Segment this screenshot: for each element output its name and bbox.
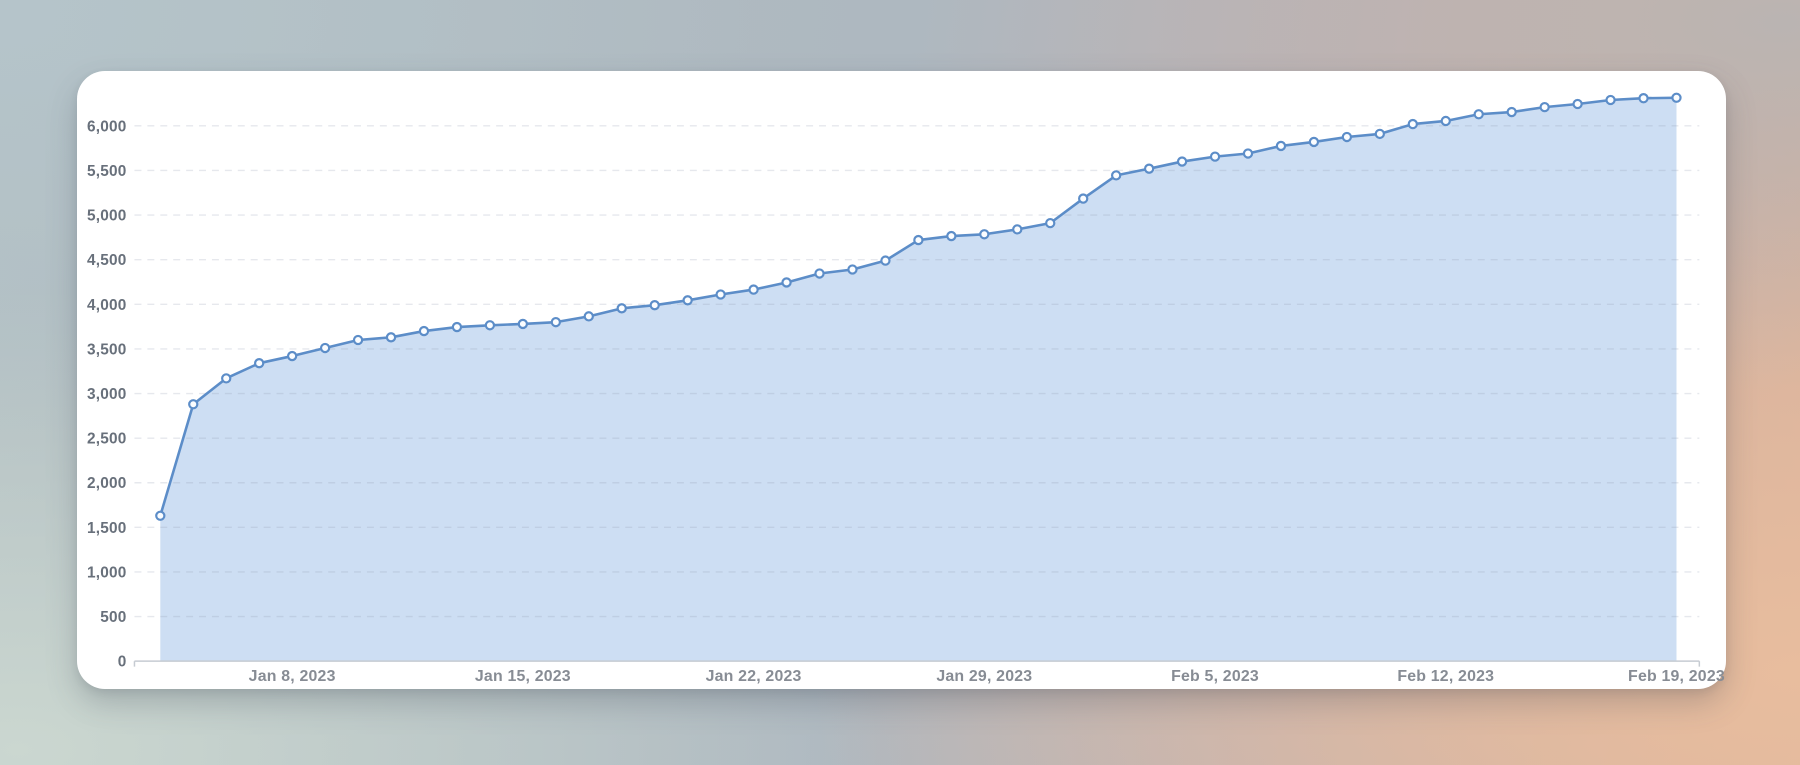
area-chart: 0 500 1,000 1,500 2,000 2,500 3,000 3,500 4,000 4…: [87, 92, 1725, 685]
data-point: [1275, 140, 1287, 152]
x-axis-tick-label: Feb 19, 2023: [1628, 668, 1725, 685]
x-axis-tick-label: Jan 29, 2023: [936, 668, 1032, 685]
y-axis-tick-label: 5,000: [87, 208, 127, 225]
chart-card: 0 500 1,000 1,500 2,000 2,500 3,000 3,500 4,000 4…: [77, 71, 1726, 689]
data-point: [715, 289, 726, 300]
data-point: [1374, 128, 1386, 140]
data-point: [352, 334, 364, 346]
data-point: [583, 311, 594, 322]
data-point: [814, 268, 825, 279]
data-point: [1671, 92, 1682, 103]
data-point: [155, 510, 166, 521]
y-axis-tick-label: 1,000: [87, 564, 127, 581]
data-point: [221, 373, 232, 384]
data-point: [682, 295, 693, 306]
data-point: [1407, 118, 1418, 130]
data-point: [1539, 101, 1550, 113]
y-axis-tick-label: 3,000: [87, 386, 127, 403]
y-axis-tick-label: 0: [118, 654, 127, 671]
data-point: [1341, 131, 1353, 143]
x-axis-tick-label: Jan 15, 2023: [475, 668, 571, 685]
data-point: [616, 303, 627, 314]
data-point: [1605, 94, 1616, 106]
y-axis-tick-label: 4,000: [87, 297, 127, 314]
data-point: [286, 350, 298, 362]
y-axis-tick-label: 3,500: [87, 341, 127, 358]
data-point: [1045, 217, 1056, 229]
data-point: [418, 325, 430, 337]
data-point: [1242, 148, 1254, 159]
x-axis-tick-label: Jan 22, 2023: [706, 668, 802, 685]
data-point: [847, 264, 858, 275]
data-point: [188, 399, 199, 410]
y-axis-tick-label: 4,500: [87, 252, 127, 269]
data-point: [451, 321, 463, 333]
data-point: [1638, 93, 1649, 104]
data-point: [254, 358, 265, 369]
data-point: [946, 230, 957, 242]
data-point: [781, 277, 792, 288]
y-axis-tick-label: 6,000: [87, 118, 127, 135]
data-point: [1012, 224, 1023, 235]
y-axis-tick-label: 500: [100, 609, 126, 626]
data-point: [1440, 115, 1451, 127]
data-point: [1572, 98, 1583, 110]
data-point: [1308, 136, 1320, 148]
data-point: [1209, 151, 1221, 162]
x-axis-tick-label: Feb 12, 2023: [1397, 668, 1494, 685]
data-point: [913, 234, 924, 246]
data-point: [1176, 156, 1188, 167]
data-point: [319, 342, 331, 354]
data-point: [550, 316, 561, 328]
data-point: [385, 332, 397, 343]
y-axis-tick-label: 2,500: [87, 431, 127, 448]
y-axis-tick-label: 2,000: [87, 475, 127, 492]
data-point: [1473, 109, 1484, 120]
data-point: [1143, 163, 1155, 174]
data-point: [649, 300, 660, 311]
data-point: [1078, 193, 1089, 204]
y-axis-tick-label: 1,500: [87, 520, 127, 537]
y-axis-tick-label: 5,500: [87, 163, 127, 180]
x-axis-tick-label: Jan 8, 2023: [249, 668, 336, 685]
x-axis-tick-label: Feb 5, 2023: [1171, 668, 1259, 685]
data-point: [517, 318, 529, 330]
data-point: [1506, 106, 1517, 118]
data-point: [979, 229, 990, 240]
data-point: [748, 284, 759, 295]
data-point: [484, 320, 496, 331]
area-fill: [160, 97, 1677, 662]
data-point: [880, 255, 891, 266]
data-point: [1110, 170, 1122, 181]
